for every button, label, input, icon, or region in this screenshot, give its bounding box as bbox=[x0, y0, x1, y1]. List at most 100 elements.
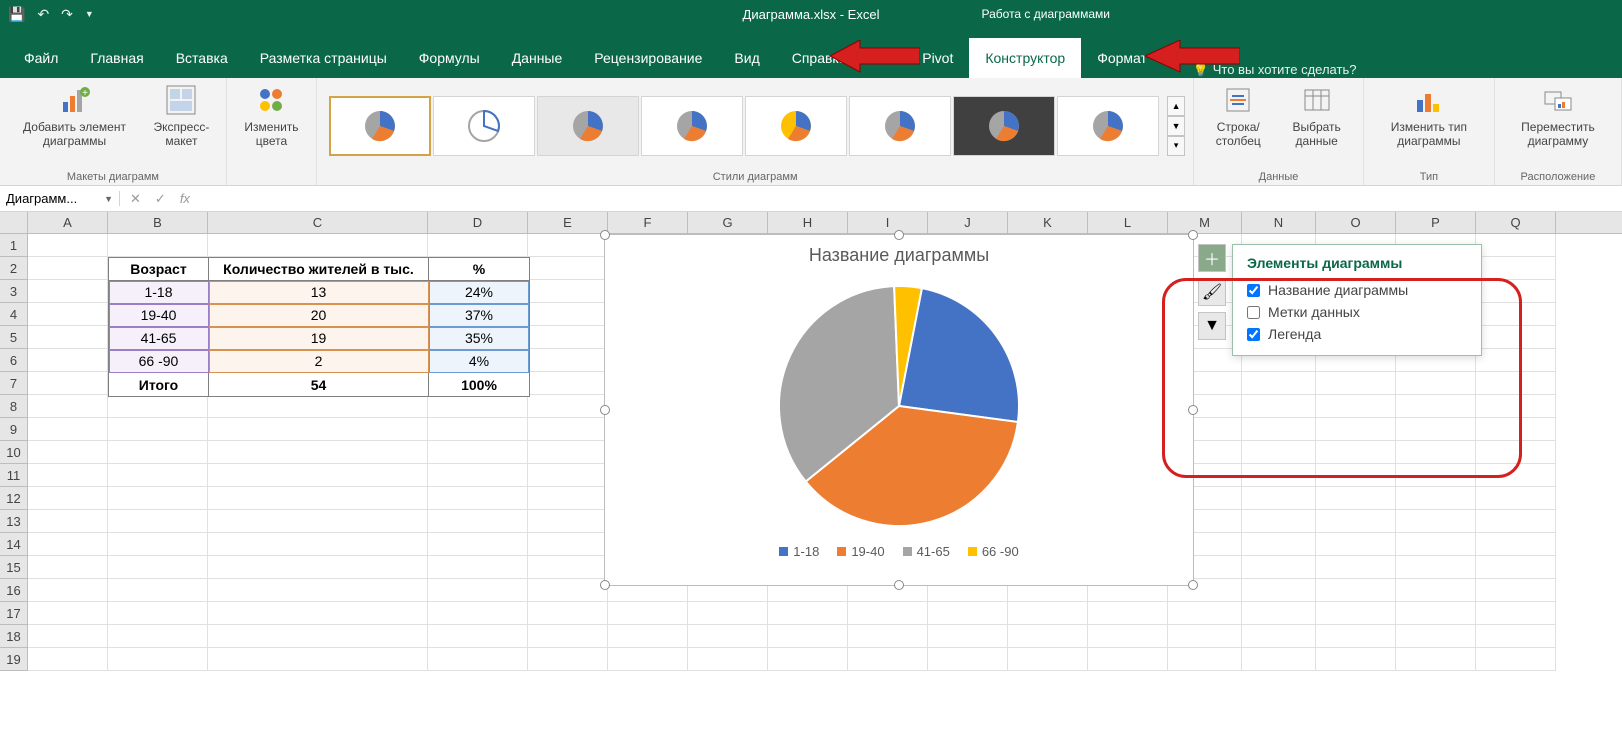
enter-icon[interactable]: ✓ bbox=[155, 191, 166, 207]
chart-handle[interactable] bbox=[894, 580, 904, 590]
change-chart-type-button[interactable]: Изменить тип диаграммы bbox=[1372, 82, 1486, 151]
save-icon[interactable]: 💾 bbox=[8, 6, 25, 23]
qat-dropdown-icon[interactable]: ▼ bbox=[85, 9, 94, 19]
row-header[interactable]: 18 bbox=[0, 625, 28, 648]
legend-item[interactable]: 19-40 bbox=[837, 544, 884, 559]
formula-bar[interactable]: ✕ ✓ fx bbox=[120, 191, 200, 207]
gallery-more-icon[interactable]: ▾ bbox=[1167, 136, 1185, 156]
row-header[interactable]: 7 bbox=[0, 372, 28, 395]
row-header[interactable]: 15 bbox=[0, 556, 28, 579]
select-data-button[interactable]: Выбрать данные bbox=[1278, 82, 1355, 151]
switch-row-col-button[interactable]: Строка/столбец bbox=[1202, 82, 1274, 151]
column-header[interactable]: L bbox=[1088, 212, 1168, 233]
undo-icon[interactable]: ↶ bbox=[37, 6, 49, 23]
chart-style-1[interactable] bbox=[329, 96, 431, 156]
redo-icon[interactable]: ↷ bbox=[61, 6, 73, 23]
cells-area[interactable]: Возраст Количество жителей в тыс. % 1-18… bbox=[28, 234, 1622, 671]
row-header[interactable]: 11 bbox=[0, 464, 28, 487]
chart-style-7[interactable] bbox=[953, 96, 1055, 156]
row-header[interactable]: 19 bbox=[0, 648, 28, 671]
tab-insert[interactable]: Вставка bbox=[160, 38, 244, 78]
checkbox[interactable] bbox=[1247, 306, 1260, 319]
tab-design[interactable]: Конструктор bbox=[969, 38, 1081, 78]
chart-side-buttons: ＋ 🖌 ▼ bbox=[1198, 244, 1226, 340]
legend-item[interactable]: 41-65 bbox=[903, 544, 950, 559]
tab-page-layout[interactable]: Разметка страницы bbox=[244, 38, 403, 78]
row-header[interactable]: 16 bbox=[0, 579, 28, 602]
column-header[interactable]: B bbox=[108, 212, 208, 233]
column-header[interactable]: D bbox=[428, 212, 528, 233]
legend-item[interactable]: 1-18 bbox=[779, 544, 819, 559]
quick-layout-button[interactable]: Экспресс-макет bbox=[145, 82, 218, 151]
chart-handle[interactable] bbox=[600, 580, 610, 590]
gallery-up-icon[interactable]: ▲ bbox=[1167, 96, 1185, 116]
pie-chart[interactable] bbox=[769, 276, 1029, 536]
row-header[interactable]: 4 bbox=[0, 303, 28, 326]
chart-handle[interactable] bbox=[1188, 580, 1198, 590]
column-header[interactable]: N bbox=[1242, 212, 1316, 233]
chart-handle[interactable] bbox=[1188, 230, 1198, 240]
row-header[interactable]: 3 bbox=[0, 280, 28, 303]
legend-item[interactable]: 66 -90 bbox=[968, 544, 1019, 559]
checkbox[interactable] bbox=[1247, 284, 1260, 297]
add-chart-element-button[interactable]: + Добавить элемент диаграммы bbox=[8, 82, 141, 151]
column-header[interactable]: O bbox=[1316, 212, 1396, 233]
chart-style-5[interactable] bbox=[745, 96, 847, 156]
row-header[interactable]: 17 bbox=[0, 602, 28, 625]
name-box[interactable]: Диаграмм... ▼ bbox=[0, 191, 120, 206]
flyout-checkbox-item[interactable]: Название диаграммы bbox=[1247, 279, 1467, 301]
fx-icon[interactable]: fx bbox=[180, 191, 190, 206]
flyout-checkbox-item[interactable]: Метки данных bbox=[1247, 301, 1467, 323]
cancel-icon[interactable]: ✕ bbox=[130, 191, 141, 207]
chart-handle[interactable] bbox=[894, 230, 904, 240]
gallery-down-icon[interactable]: ▼ bbox=[1167, 116, 1185, 136]
column-header[interactable]: F bbox=[608, 212, 688, 233]
column-header[interactable]: P bbox=[1396, 212, 1476, 233]
column-header[interactable]: C bbox=[208, 212, 428, 233]
row-header[interactable]: 1 bbox=[0, 234, 28, 257]
chart-legend[interactable]: 1-18 19-40 41-65 66 -90 bbox=[605, 536, 1193, 567]
row-header[interactable]: 6 bbox=[0, 349, 28, 372]
flyout-checkbox-item[interactable]: Легенда bbox=[1247, 323, 1467, 345]
chart-handle[interactable] bbox=[600, 230, 610, 240]
column-header[interactable]: G bbox=[688, 212, 768, 233]
change-colors-button[interactable]: Изменить цвета bbox=[235, 82, 308, 151]
row-header[interactable]: 8 bbox=[0, 395, 28, 418]
column-header[interactable]: E bbox=[528, 212, 608, 233]
chart-style-8[interactable] bbox=[1057, 96, 1159, 156]
row-header[interactable]: 2 bbox=[0, 257, 28, 280]
column-header[interactable]: A bbox=[28, 212, 108, 233]
tab-home[interactable]: Главная bbox=[74, 38, 159, 78]
namebox-dropdown-icon[interactable]: ▼ bbox=[104, 194, 113, 204]
column-header[interactable]: M bbox=[1168, 212, 1242, 233]
row-header[interactable]: 9 bbox=[0, 418, 28, 441]
chart-style-6[interactable] bbox=[849, 96, 951, 156]
chart-style-2[interactable] bbox=[433, 96, 535, 156]
chart-elements-button[interactable]: ＋ bbox=[1198, 244, 1226, 272]
chart-handle[interactable] bbox=[1188, 405, 1198, 415]
chart-object[interactable]: Название диаграммы 1-1819-4041-6566 -90 bbox=[604, 234, 1194, 586]
tab-file[interactable]: Файл bbox=[8, 38, 74, 78]
tab-review[interactable]: Рецензирование bbox=[578, 38, 718, 78]
row-header[interactable]: 13 bbox=[0, 510, 28, 533]
move-chart-button[interactable]: Переместить диаграмму bbox=[1503, 82, 1613, 151]
checkbox[interactable] bbox=[1247, 328, 1260, 341]
row-header[interactable]: 14 bbox=[0, 533, 28, 556]
tab-data[interactable]: Данные bbox=[496, 38, 579, 78]
select-all-corner[interactable] bbox=[0, 212, 28, 233]
chart-styles-button[interactable]: 🖌 bbox=[1198, 278, 1226, 306]
column-header[interactable]: Q bbox=[1476, 212, 1556, 233]
row-header[interactable]: 10 bbox=[0, 441, 28, 464]
row-header[interactable]: 12 bbox=[0, 487, 28, 510]
chart-filters-button[interactable]: ▼ bbox=[1198, 312, 1226, 340]
column-header[interactable]: K bbox=[1008, 212, 1088, 233]
row-header[interactable]: 5 bbox=[0, 326, 28, 349]
column-header[interactable]: I bbox=[848, 212, 928, 233]
chart-handle[interactable] bbox=[600, 405, 610, 415]
chart-style-3[interactable] bbox=[537, 96, 639, 156]
tab-formulas[interactable]: Формулы bbox=[403, 38, 496, 78]
column-header[interactable]: J bbox=[928, 212, 1008, 233]
tab-view[interactable]: Вид bbox=[718, 38, 775, 78]
chart-style-4[interactable] bbox=[641, 96, 743, 156]
column-header[interactable]: H bbox=[768, 212, 848, 233]
